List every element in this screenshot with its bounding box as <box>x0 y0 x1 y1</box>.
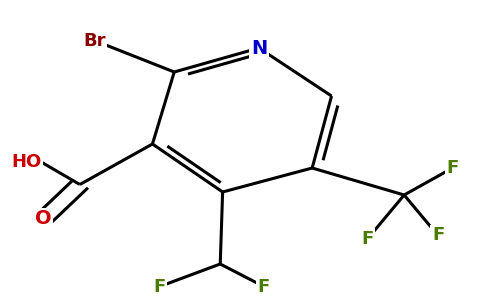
Text: Br: Br <box>83 32 106 50</box>
Text: F: F <box>362 230 374 247</box>
Text: F: F <box>153 278 166 296</box>
Text: F: F <box>257 278 270 296</box>
Text: O: O <box>35 209 52 229</box>
Text: F: F <box>446 159 459 177</box>
Text: N: N <box>251 38 267 58</box>
Text: HO: HO <box>11 153 41 171</box>
Text: F: F <box>432 226 444 244</box>
